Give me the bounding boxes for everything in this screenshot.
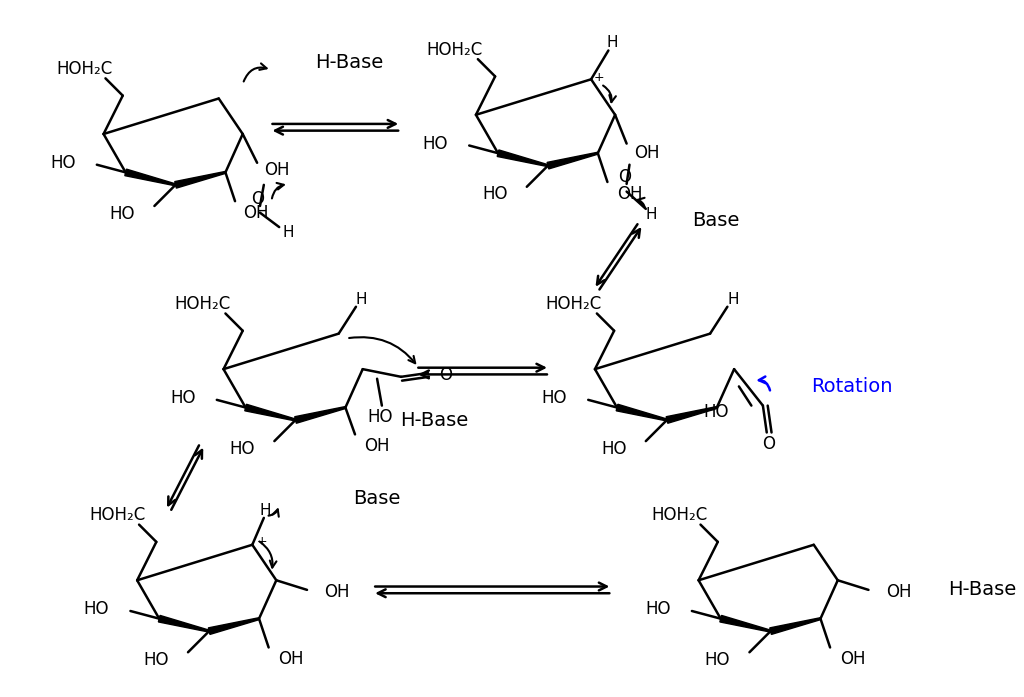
Text: HOH₂C: HOH₂C: [651, 506, 708, 524]
Text: OH: OH: [325, 583, 350, 601]
Text: H-Base: H-Base: [948, 581, 1017, 599]
Text: O: O: [618, 168, 631, 186]
Text: HOH₂C: HOH₂C: [90, 506, 146, 524]
Text: HO: HO: [143, 651, 169, 669]
Text: HO: HO: [368, 408, 393, 426]
Polygon shape: [295, 406, 346, 423]
Text: HOH₂C: HOH₂C: [427, 40, 483, 59]
Polygon shape: [547, 152, 598, 169]
Text: HO: HO: [601, 440, 627, 458]
Text: +: +: [594, 71, 604, 84]
Text: O: O: [252, 190, 264, 208]
Text: HO: HO: [170, 389, 196, 407]
Text: +: +: [256, 535, 267, 549]
Text: HO: HO: [705, 651, 730, 669]
Text: H: H: [646, 207, 657, 222]
Text: HOH₂C: HOH₂C: [56, 60, 113, 78]
Polygon shape: [175, 171, 225, 188]
Text: Rotation: Rotation: [811, 377, 892, 396]
Text: HOH₂C: HOH₂C: [546, 295, 602, 313]
Text: H-Base: H-Base: [314, 52, 383, 72]
Polygon shape: [616, 404, 668, 421]
Polygon shape: [245, 404, 296, 421]
Text: OH: OH: [634, 144, 659, 162]
Text: HO: HO: [542, 389, 567, 407]
Text: HO: HO: [229, 440, 255, 458]
Text: OH: OH: [840, 650, 865, 668]
Text: H: H: [260, 503, 271, 518]
Text: HO: HO: [703, 404, 729, 421]
Text: H: H: [356, 291, 368, 307]
Text: H-Base: H-Base: [400, 411, 469, 429]
Polygon shape: [159, 615, 209, 632]
Polygon shape: [498, 150, 548, 167]
Polygon shape: [770, 618, 820, 634]
Polygon shape: [125, 169, 176, 186]
Text: H: H: [282, 225, 294, 240]
Polygon shape: [720, 615, 771, 632]
Text: Base: Base: [353, 489, 400, 508]
Text: HO: HO: [423, 135, 449, 153]
Text: OH: OH: [617, 185, 642, 203]
Text: HO: HO: [84, 600, 110, 618]
Text: OH: OH: [279, 650, 304, 668]
Text: H: H: [727, 291, 739, 307]
Text: OH: OH: [886, 583, 911, 601]
Polygon shape: [208, 618, 259, 634]
Text: O: O: [439, 366, 453, 384]
Text: HO: HO: [50, 154, 76, 171]
Text: Base: Base: [692, 211, 739, 230]
Text: HO: HO: [110, 205, 135, 222]
Polygon shape: [666, 406, 717, 423]
Text: OH: OH: [365, 437, 390, 455]
Text: H: H: [606, 36, 617, 50]
Text: O: O: [762, 435, 775, 453]
Text: HO: HO: [482, 185, 508, 204]
Text: OH: OH: [264, 162, 290, 179]
Text: OH: OH: [243, 204, 268, 222]
Text: HOH₂C: HOH₂C: [174, 295, 230, 313]
Text: HO: HO: [645, 600, 671, 618]
